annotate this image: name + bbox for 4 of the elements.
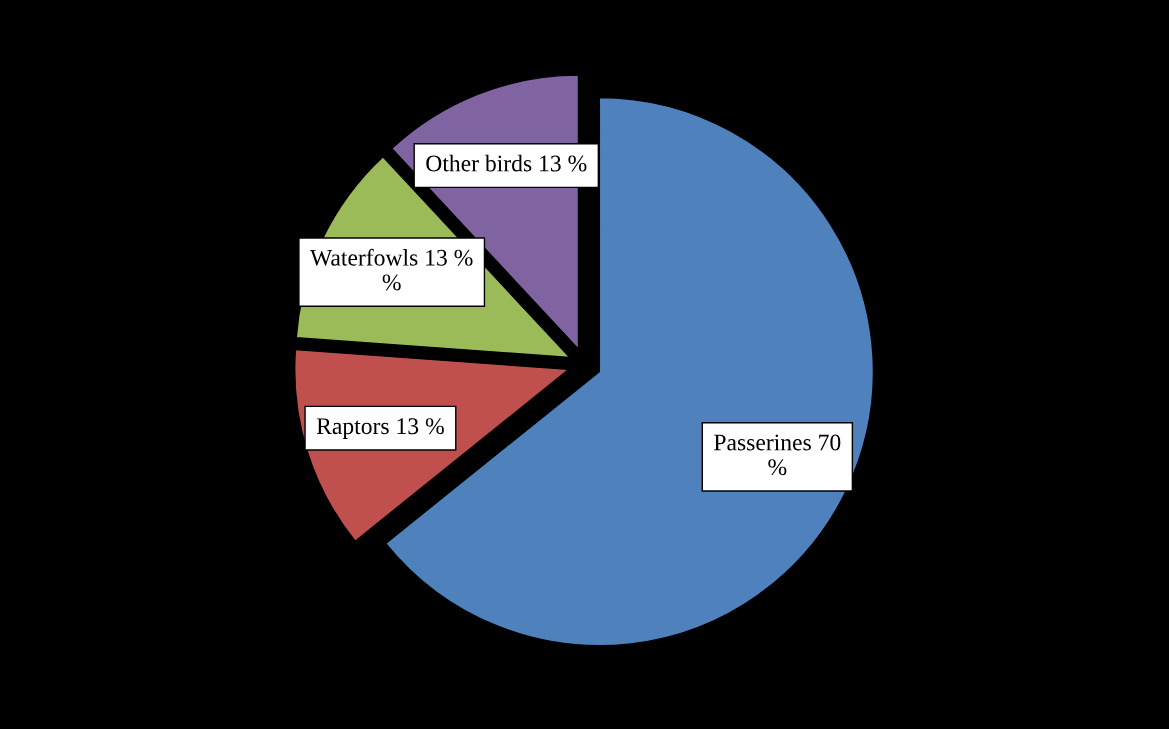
slice-label: Other birds 13 % — [426, 154, 587, 172]
slice-label: Waterfowls 13 % % — [310, 248, 473, 291]
slice-label: Raptors 13 % — [316, 418, 444, 439]
slice-label: Passerines 70 % — [714, 434, 841, 476]
